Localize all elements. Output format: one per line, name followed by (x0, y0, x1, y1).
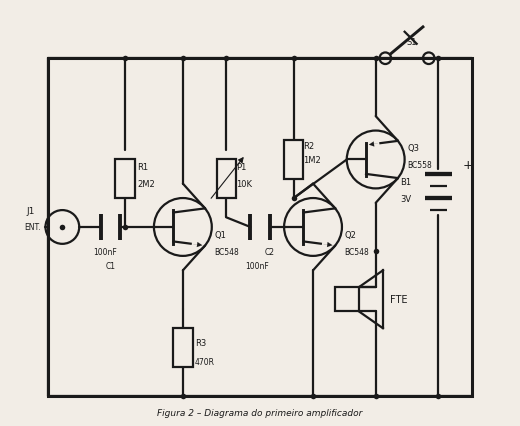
Text: 1M2: 1M2 (303, 155, 321, 164)
Text: 100nF: 100nF (245, 262, 269, 271)
Text: S1: S1 (407, 38, 417, 47)
Text: Figura 2 – Diagrama do primeiro amplificador: Figura 2 – Diagrama do primeiro amplific… (158, 409, 362, 417)
Bar (173, 328, 192, 367)
Text: BC548: BC548 (344, 247, 369, 256)
Bar (48, 59, 472, 396)
Text: P1: P1 (236, 163, 246, 172)
Text: BC548: BC548 (214, 247, 239, 256)
Text: B1: B1 (400, 177, 411, 186)
Bar (217, 160, 236, 199)
Text: ENT.: ENT. (24, 223, 41, 232)
Text: +: + (462, 158, 473, 171)
Text: C2: C2 (265, 247, 275, 256)
Text: 470R: 470R (195, 357, 215, 367)
Text: BC558: BC558 (407, 161, 432, 170)
Bar (115, 160, 135, 199)
Text: Q3: Q3 (407, 144, 419, 153)
Text: FTE: FTE (390, 295, 408, 305)
Text: 2M2: 2M2 (137, 180, 155, 189)
Bar (284, 141, 303, 179)
Text: Q2: Q2 (344, 230, 356, 239)
Text: R1: R1 (137, 163, 148, 172)
Text: 100nF: 100nF (94, 247, 118, 256)
Text: J1: J1 (26, 206, 34, 215)
Text: 10K: 10K (236, 180, 252, 189)
Text: R2: R2 (303, 141, 315, 150)
Bar (335, 288, 359, 311)
Text: Q1: Q1 (214, 230, 226, 239)
Text: R3: R3 (195, 338, 206, 347)
Text: C1: C1 (106, 262, 116, 271)
Text: 3V: 3V (400, 194, 411, 203)
